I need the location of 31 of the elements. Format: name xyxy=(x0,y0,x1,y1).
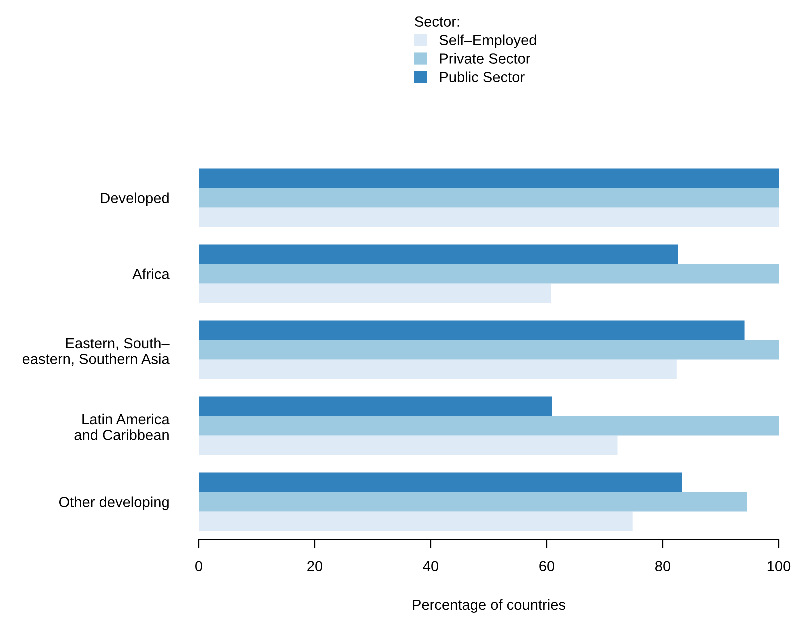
y-tick-label: Latin America and Caribbean xyxy=(74,414,170,440)
bar xyxy=(199,188,779,208)
bar xyxy=(199,512,633,532)
bar xyxy=(199,168,779,188)
x-tick-label: 40 xyxy=(423,561,439,572)
x-tick-label: 100 xyxy=(768,561,791,572)
bar xyxy=(199,244,678,264)
x-tick-label: 0 xyxy=(196,561,202,572)
x-tick-label: 20 xyxy=(308,561,323,572)
legend-title: Sector: xyxy=(415,16,460,27)
y-tick-label: Other developing xyxy=(59,496,169,510)
legend-label: Private Sector xyxy=(440,53,530,64)
bar xyxy=(199,360,677,380)
bar xyxy=(199,492,748,512)
bar xyxy=(199,208,779,228)
legend-label: Public Sector xyxy=(440,72,525,82)
bar xyxy=(199,264,779,284)
bar xyxy=(199,436,618,456)
bar xyxy=(199,320,745,340)
x-axis-title: Percentage of countries xyxy=(413,599,566,614)
legend-label: Self–Employed xyxy=(440,34,536,48)
bar xyxy=(199,396,552,416)
bar xyxy=(199,472,682,492)
y-tick-label: Developed xyxy=(101,192,169,206)
x-tick-label: 60 xyxy=(540,561,555,572)
bar xyxy=(199,416,779,436)
bar xyxy=(199,340,779,360)
bar xyxy=(199,284,552,304)
x-tick-label: 80 xyxy=(656,561,671,572)
y-tick-label: Africa xyxy=(132,268,170,280)
y-tick-label: Eastern, South– eastern, Southern Asia xyxy=(22,338,170,366)
